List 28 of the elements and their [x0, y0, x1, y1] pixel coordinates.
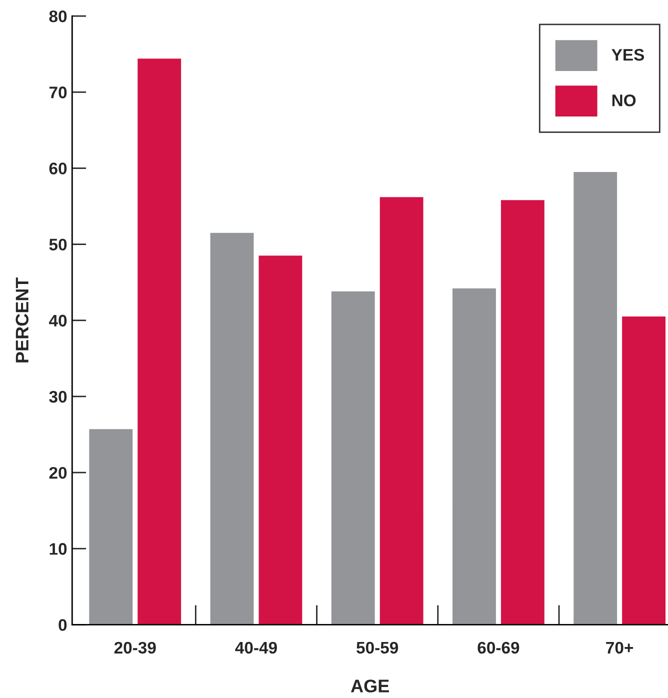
y-tick-label: 60 — [49, 162, 67, 174]
y-tick-label: 50 — [49, 238, 67, 251]
y-tick-label: 30 — [49, 390, 67, 403]
bar — [451, 286, 498, 625]
bar — [208, 231, 256, 625]
bar — [572, 170, 618, 625]
legend-label: NO — [612, 94, 636, 106]
y-axis-title: PERCENT — [16, 277, 29, 362]
x-tick-label: 70+ — [606, 642, 634, 654]
x-tick-label: 40-49 — [235, 642, 277, 654]
bar — [330, 290, 376, 625]
x-tick-label: 20-39 — [114, 642, 156, 654]
y-tick-label: 10 — [50, 543, 67, 555]
y-tick-label: 0 — [58, 619, 67, 631]
bar — [500, 198, 546, 625]
bar — [136, 57, 182, 625]
x-axis-title: AGE — [350, 680, 389, 692]
x-tick-label: 60-69 — [478, 642, 520, 654]
bar — [620, 315, 667, 625]
y-tick-label: 20 — [49, 466, 67, 479]
y-tick-label: 80 — [49, 10, 67, 22]
y-tick-label: 70 — [49, 86, 67, 98]
bar — [88, 428, 134, 625]
y-tick-label: 40 — [49, 314, 67, 327]
bar — [257, 254, 304, 625]
x-tick-label: 50-59 — [356, 642, 398, 654]
legend-label: YES — [612, 48, 644, 61]
bar — [378, 196, 425, 625]
